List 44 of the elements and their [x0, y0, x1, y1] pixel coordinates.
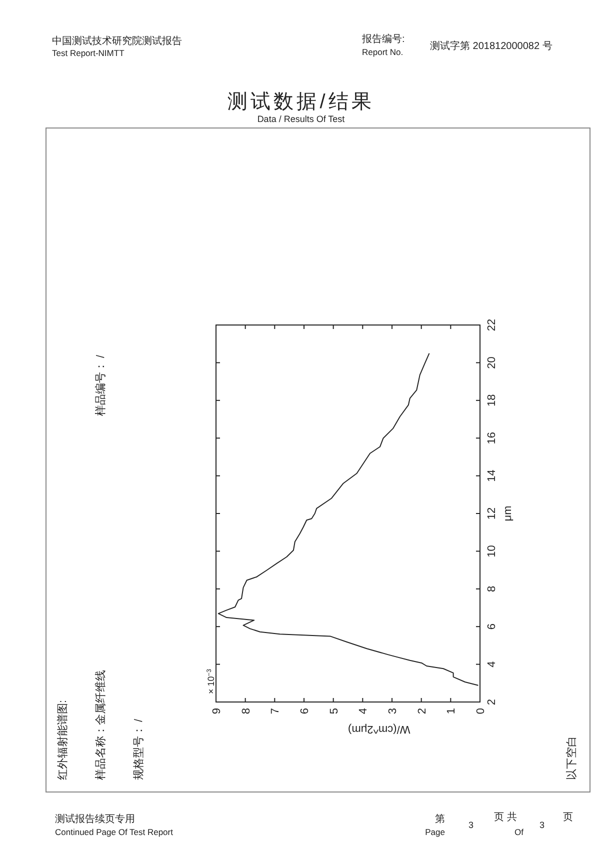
text: Of: [514, 827, 524, 837]
text: 样品名称：金属纤维线: [94, 670, 107, 780]
text: 红外辐射能谱图:: [56, 700, 69, 780]
chart-title: 测试数据/结果: [228, 91, 374, 113]
y-tick-label: 10: [486, 545, 498, 558]
text: 页 共: [494, 811, 517, 823]
y-tick-label: 4: [486, 661, 498, 668]
y-tick-label: 12: [486, 507, 498, 520]
x-tick-label: 6: [299, 708, 311, 714]
text: 样品编号： /: [94, 354, 107, 416]
y-tick-label: 6: [486, 624, 498, 630]
chart-subtitle: Data / Results Of Test: [257, 114, 346, 124]
x-tick-label: 7: [270, 708, 282, 714]
y-tick-label: 20: [486, 356, 498, 369]
x-tick-label: 9: [211, 708, 223, 714]
y-tick-label: 2: [486, 698, 498, 706]
x-tick-label: 1: [446, 708, 458, 714]
y-tick-label: 22: [486, 318, 498, 332]
x-tick-label: 2: [416, 708, 428, 714]
y-tick-label: 16: [486, 432, 498, 444]
x-axis-title: W/(cm^2μm): [348, 723, 410, 735]
text: Page: [425, 827, 446, 837]
text: 3: [539, 820, 545, 830]
text: 中国测试技术研究院测试报告: [52, 35, 182, 47]
text: 测试字第 201812000082 号: [430, 40, 552, 52]
text: 页: [563, 812, 573, 823]
text: 规格型号： /: [133, 718, 145, 780]
text: 以下空白: [565, 736, 578, 780]
x-tick-label: 5: [328, 708, 340, 714]
y-axis-title: μm: [502, 506, 514, 522]
text: Test Report-NIMTT: [52, 48, 124, 58]
text: 报告编号:: [361, 33, 405, 45]
text: Report No.: [362, 47, 404, 57]
text: 第: [435, 813, 445, 825]
y-tick-label: 8: [486, 586, 498, 592]
y-tick-label: 14: [486, 470, 498, 482]
x-tick-label: 4: [358, 708, 370, 714]
x-tick-label: 3: [387, 708, 399, 714]
x-tick-label: 0: [475, 708, 487, 714]
y-tick-label: 18: [486, 394, 498, 407]
text: 测试报告续页专用: [55, 813, 135, 825]
text: 3: [468, 820, 474, 830]
text: Continued Page Of Test Report: [55, 827, 174, 837]
x-tick-label: 8: [240, 708, 252, 714]
